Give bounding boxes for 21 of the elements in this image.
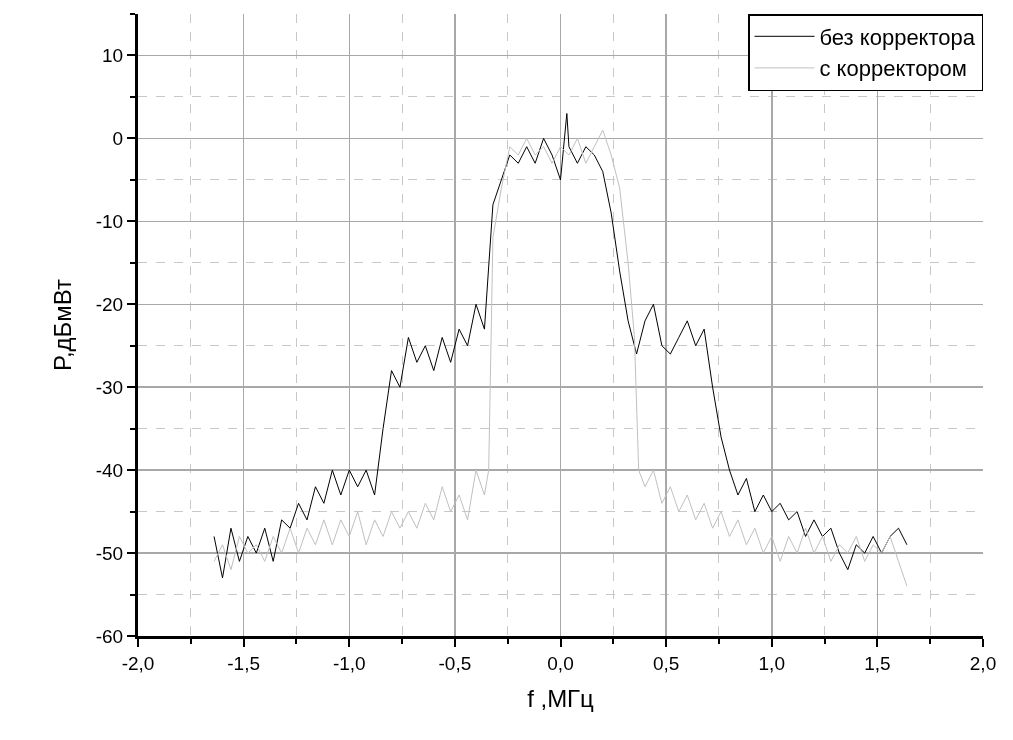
x-tick-label: 1,0 — [758, 652, 785, 674]
x-tick-label: -0,5 — [438, 652, 472, 674]
y-tick-label: -60 — [95, 625, 124, 647]
y-tick-label: -20 — [95, 293, 124, 315]
x-tick-label: -2,0 — [121, 652, 155, 674]
x-tick-label: -1,5 — [227, 652, 261, 674]
y-axis-title: P,дБмВт — [48, 278, 76, 372]
y-tick-label: -50 — [95, 542, 124, 564]
x-tick-label: 0,5 — [652, 652, 680, 674]
y-tick-label: 0 — [112, 128, 124, 150]
y-tick-label: -10 — [95, 210, 124, 232]
legend-label: без корректора — [819, 24, 976, 50]
y-tick-label: 10 — [102, 45, 124, 67]
y-tick-label: -40 — [95, 459, 124, 481]
x-tick-label: -1,0 — [332, 652, 366, 674]
x-tick-label: 1,5 — [864, 652, 891, 674]
legend-label: с корректором — [819, 56, 967, 82]
x-tick-label: 2,0 — [969, 652, 997, 674]
x-axis-title: f ,МГц — [527, 685, 595, 713]
y-tick-label: -30 — [95, 376, 124, 398]
x-tick-label: 0,0 — [547, 652, 574, 674]
